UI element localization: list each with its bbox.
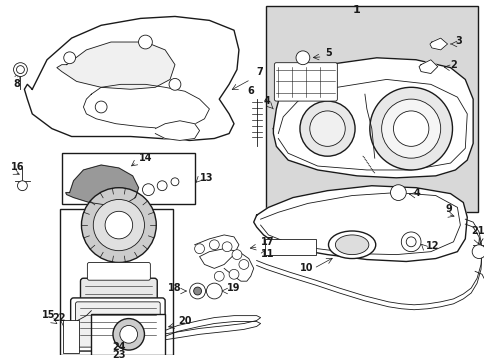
Text: 1: 1: [352, 5, 360, 14]
Circle shape: [309, 111, 345, 147]
Text: 12: 12: [425, 241, 439, 251]
Text: 7: 7: [256, 67, 263, 77]
Circle shape: [228, 269, 239, 279]
Polygon shape: [24, 17, 239, 140]
Ellipse shape: [335, 235, 368, 255]
Circle shape: [138, 35, 152, 49]
FancyBboxPatch shape: [62, 320, 79, 353]
FancyBboxPatch shape: [60, 209, 173, 355]
FancyBboxPatch shape: [76, 302, 160, 347]
FancyBboxPatch shape: [266, 6, 477, 212]
Text: 17: 17: [260, 237, 274, 247]
Text: 11: 11: [260, 248, 274, 258]
Polygon shape: [429, 38, 447, 50]
Circle shape: [169, 78, 181, 90]
Circle shape: [222, 242, 232, 252]
Circle shape: [381, 99, 440, 158]
Text: 9: 9: [445, 204, 451, 214]
Text: 20: 20: [178, 315, 191, 325]
Text: 6: 6: [247, 86, 254, 96]
Text: 4: 4: [413, 188, 420, 198]
Text: 15: 15: [42, 310, 56, 320]
Circle shape: [189, 283, 205, 299]
FancyBboxPatch shape: [70, 298, 165, 351]
Circle shape: [194, 244, 204, 254]
Circle shape: [295, 51, 309, 65]
Circle shape: [14, 63, 27, 76]
Text: 24: 24: [112, 342, 125, 352]
FancyBboxPatch shape: [81, 278, 157, 341]
FancyBboxPatch shape: [274, 63, 337, 101]
Polygon shape: [57, 42, 175, 89]
Circle shape: [63, 52, 76, 64]
Circle shape: [113, 319, 144, 350]
Text: 8: 8: [13, 79, 20, 89]
Circle shape: [299, 101, 354, 156]
Circle shape: [95, 101, 107, 113]
FancyBboxPatch shape: [91, 314, 165, 355]
Polygon shape: [155, 121, 199, 140]
Circle shape: [18, 181, 27, 191]
Circle shape: [209, 240, 219, 250]
Circle shape: [120, 325, 137, 343]
Circle shape: [239, 260, 248, 269]
FancyBboxPatch shape: [61, 153, 194, 204]
Text: 4: 4: [263, 96, 270, 106]
Circle shape: [157, 181, 167, 191]
Text: 14: 14: [138, 153, 152, 163]
Text: 22: 22: [52, 312, 65, 323]
Text: 2: 2: [449, 60, 456, 69]
Circle shape: [369, 87, 451, 170]
Polygon shape: [418, 60, 437, 73]
Circle shape: [17, 66, 24, 73]
Circle shape: [81, 188, 156, 262]
Text: 5: 5: [325, 48, 332, 58]
Circle shape: [393, 111, 428, 147]
Text: 21: 21: [470, 226, 484, 236]
Text: 3: 3: [454, 36, 461, 46]
Circle shape: [406, 237, 415, 247]
Circle shape: [390, 185, 406, 201]
Circle shape: [206, 283, 222, 299]
Circle shape: [401, 232, 420, 252]
Text: 10: 10: [299, 264, 313, 273]
Circle shape: [142, 184, 154, 195]
Circle shape: [232, 250, 242, 260]
Circle shape: [193, 287, 201, 295]
Circle shape: [93, 199, 144, 251]
FancyBboxPatch shape: [264, 239, 315, 255]
Text: 19: 19: [226, 283, 240, 293]
Circle shape: [171, 178, 179, 186]
Polygon shape: [273, 58, 472, 178]
Polygon shape: [65, 165, 138, 206]
Polygon shape: [194, 235, 253, 281]
FancyBboxPatch shape: [87, 262, 150, 280]
Ellipse shape: [328, 231, 375, 258]
Text: 18: 18: [168, 283, 182, 293]
Text: 16: 16: [11, 162, 24, 172]
Circle shape: [105, 211, 132, 239]
Circle shape: [471, 245, 485, 258]
Circle shape: [214, 271, 224, 281]
Text: 23: 23: [112, 350, 125, 360]
Text: 13: 13: [199, 173, 213, 183]
Polygon shape: [253, 186, 467, 261]
